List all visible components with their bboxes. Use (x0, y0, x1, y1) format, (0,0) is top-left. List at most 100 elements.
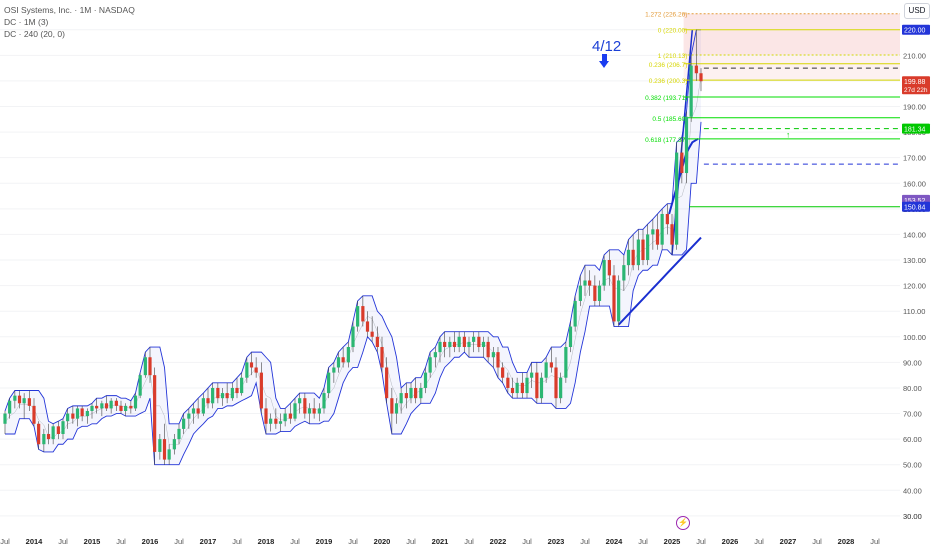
candle-body (506, 377, 510, 388)
candle-body (32, 405, 36, 424)
candle-body (351, 326, 355, 348)
candle-body (235, 387, 239, 394)
candle-body (486, 341, 490, 358)
candle-body (578, 285, 582, 301)
lightning-icon[interactable]: ⚡ (676, 516, 690, 530)
candle-body (182, 418, 186, 429)
x-tick-label: 2020 (374, 537, 391, 546)
price-label-box (902, 123, 930, 134)
price-label-text: 153.52 (904, 198, 926, 205)
y-tick-label: 100.00 (903, 333, 926, 342)
candle-body (114, 400, 118, 406)
x-tick-label: 2021 (432, 537, 449, 546)
candle-body (477, 336, 481, 348)
x-tick-label: 2026 (722, 537, 739, 546)
candle-body (317, 408, 321, 414)
candle-body (225, 393, 229, 399)
currency-button[interactable]: USD (904, 3, 930, 19)
candle-body (419, 387, 423, 399)
x-tick-label: Jul (522, 537, 532, 546)
candle-body (230, 387, 234, 399)
candle-body (496, 352, 500, 368)
candle-body (80, 408, 84, 417)
x-tick-label: Jul (348, 537, 358, 546)
candle-body (423, 372, 428, 388)
fib-level-label: 0 (220.00) (658, 28, 688, 35)
candle-body (462, 336, 466, 348)
y-tick-label: 170.00 (903, 154, 926, 163)
candle-body (583, 280, 587, 286)
candle-body (539, 377, 544, 399)
x-tick-label: 2025 (664, 537, 681, 546)
candle-body (303, 398, 307, 414)
price-label-subtext: 27d 22h (904, 87, 928, 94)
candle-body (394, 403, 399, 414)
candle-body (414, 387, 418, 399)
arrow-head (599, 61, 609, 68)
arrow-stem (602, 54, 607, 62)
fib-level-label: 1 (210.13) (658, 53, 688, 60)
x-tick-label: Jul (174, 537, 184, 546)
candle-body (336, 357, 341, 368)
candle-body (515, 382, 519, 394)
candle-body (380, 347, 384, 368)
x-tick-label: Jul (870, 537, 880, 546)
y-tick-label: 50.00 (903, 461, 922, 470)
price-label-box (902, 24, 930, 35)
x-tick-label: Jul (58, 537, 68, 546)
candle-body (66, 413, 70, 422)
candle-body (71, 413, 75, 419)
candle-body (646, 234, 650, 261)
fib-level-label: 0.236 (206.7) (649, 62, 688, 69)
fib-level-label: 0.382 (193.71) (645, 95, 687, 102)
marker-up-icon: ↑ (786, 131, 790, 140)
y-tick-label: 70.00 (903, 410, 922, 419)
y-tick-label: 110.00 (903, 307, 925, 316)
fib-level-label: 1.272 (226.26) (645, 12, 687, 19)
x-tick-label: 2016 (142, 537, 159, 546)
y-tick-label: 60.00 (903, 435, 922, 444)
x-tick-label: Jul (638, 537, 648, 546)
candle-body (322, 393, 326, 409)
y-tick-label: 30.00 (903, 512, 922, 521)
candle-body (559, 377, 563, 399)
y-tick-label: 210.00 (903, 51, 926, 60)
candle-body (143, 357, 147, 376)
candle-body (356, 306, 360, 327)
candle-body (61, 421, 65, 435)
candle-body (138, 375, 142, 396)
y-tick-label: 190.00 (903, 103, 926, 112)
fib-level-label: 0.5 (185.60) (652, 116, 687, 123)
candle-body (283, 413, 287, 422)
candle-body (307, 408, 312, 414)
candle-body (491, 352, 495, 358)
y-tick-label: 30.00 (903, 512, 922, 521)
candle-body (191, 408, 196, 414)
candle-body (119, 405, 123, 411)
x-tick-label: Jul (464, 537, 474, 546)
candle-body (612, 275, 616, 322)
candle-body (37, 423, 41, 445)
x-tick-label: Jul (232, 537, 242, 546)
annotation-text[interactable]: 4/12 (592, 38, 622, 55)
candle-body (443, 341, 447, 348)
candle-body (220, 393, 225, 399)
candle-body (665, 213, 669, 225)
legend-dc-1m[interactable]: DC · 1M (3) (4, 17, 49, 27)
legend-dc-240[interactable]: DC · 240 (20, 0) (4, 29, 65, 39)
price-label-text: 199.88 (904, 79, 926, 86)
candle-body (201, 398, 205, 414)
candle-body (158, 439, 162, 452)
candle-body (85, 410, 89, 417)
candle-body (409, 387, 413, 399)
legend-symbol[interactable]: OSI Systems, Inc. · 1M · NASDAQ (4, 5, 135, 15)
candle-body (288, 413, 292, 419)
candle-body (245, 362, 249, 378)
candle-body (452, 341, 457, 348)
y-tick-label: 160.00 (903, 179, 926, 188)
x-tick-label: 2014 (26, 537, 44, 546)
candle-body (124, 405, 128, 411)
x-tick-label: Jul (406, 537, 416, 546)
